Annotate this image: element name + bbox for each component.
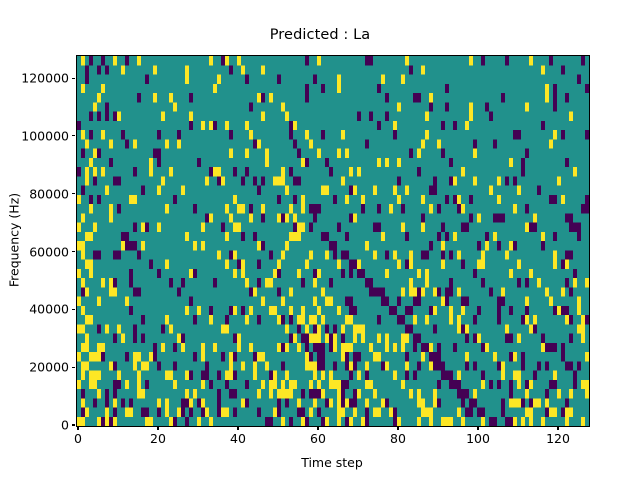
x-tick-label: 80 [390,431,406,446]
x-tick-mark [317,426,319,430]
y-tick-label: 120000 [21,70,69,86]
y-axis-label: Frequency (Hz) [6,192,22,288]
x-axis-label: Time step [301,455,363,470]
y-tick-label: 40000 [29,301,69,317]
y-tick-mark [71,366,75,368]
y-tick-label: 60000 [29,244,69,260]
y-tick-mark [71,308,75,310]
heatmap-image [77,56,589,426]
x-tick-label: 120 [546,431,570,446]
x-tick-mark [237,426,239,430]
y-tick-mark [71,135,75,137]
y-tick-label: 0 [61,417,69,433]
x-tick-mark [157,426,159,430]
x-tick-mark [397,426,399,430]
x-tick-label: 0 [74,431,82,446]
x-tick-mark [77,426,79,430]
x-tick-label: 100 [466,431,490,446]
x-tick-label: 60 [310,431,326,446]
x-tick-label: 40 [230,431,246,446]
x-tick-mark [557,426,559,430]
x-tick-mark [477,426,479,430]
y-tick-label: 80000 [29,186,69,202]
y-tick-mark [71,251,75,253]
x-tick-label: 20 [150,431,166,446]
y-tick-mark [71,424,75,426]
y-tick-label: 20000 [29,359,69,375]
y-tick-mark [71,77,75,79]
page-title: Predicted : La [269,27,371,43]
heatmap-plot-area [76,55,590,427]
y-tick-mark [71,193,75,195]
y-tick-label: 100000 [21,128,69,144]
